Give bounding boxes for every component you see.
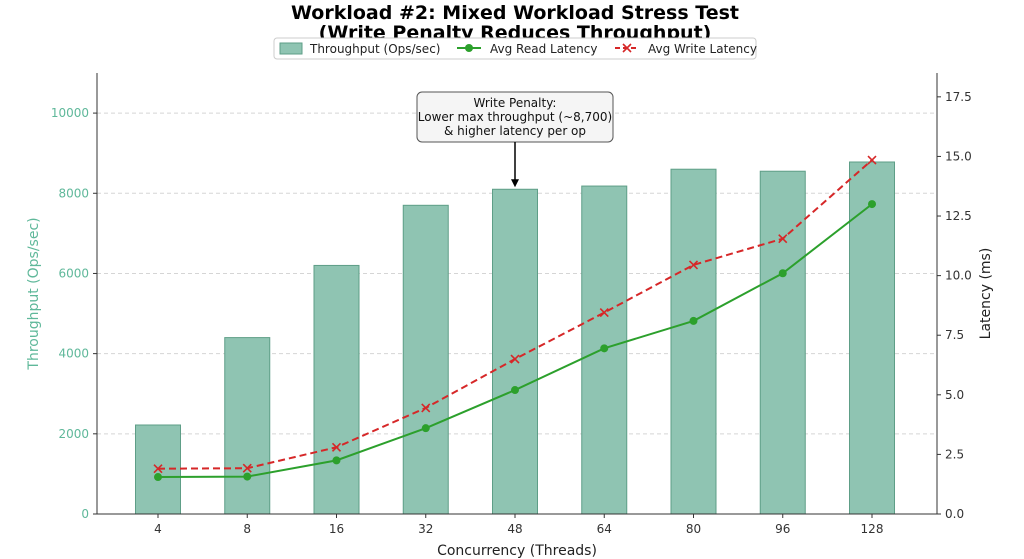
read-latency-point (511, 386, 519, 395)
right-tick-label: 17.5 (945, 90, 972, 104)
left-tick-label: 8000 (58, 186, 89, 200)
x-tick-label: 32 (418, 522, 433, 536)
read-latency-point (778, 269, 787, 278)
throughput-bar (313, 264, 360, 515)
write-latency-point (242, 463, 252, 473)
throughput-bar (759, 170, 806, 515)
throughput-bar (402, 204, 449, 515)
legend-swatch-throughput (279, 42, 303, 55)
right-tick-label: 7.5 (945, 328, 964, 342)
left-tick-label: 2000 (58, 427, 89, 441)
write-latency-point (599, 308, 609, 318)
x-tick-label: 128 (861, 522, 884, 536)
write-latency-point (867, 155, 877, 165)
read-latency-point (689, 316, 698, 325)
legend-marker-write (622, 43, 632, 53)
write-latency-point (421, 403, 431, 413)
x-tick-label: 64 (597, 522, 612, 536)
x-tick-label: 4 (154, 522, 162, 536)
annotation-text: & higher latency per op (444, 124, 586, 138)
left-tick-label: 0 (81, 507, 89, 521)
read-latency-point (421, 424, 430, 433)
right-tick-label: 10.0 (945, 269, 972, 283)
write-latency-point (331, 442, 342, 452)
x-tick-label: 8 (243, 522, 251, 536)
legend-label-read: Avg Read Latency (490, 42, 597, 56)
legend-marker-read (465, 44, 473, 52)
read-latency-point (332, 456, 341, 465)
annotation-arrow-head (511, 179, 519, 188)
x-tick-label: 80 (686, 522, 701, 536)
read-latency-point (154, 473, 162, 482)
write-latency-point (510, 354, 520, 364)
write-latency-point (153, 464, 163, 474)
left-tick-label: 10000 (51, 106, 89, 120)
annotation-text: Write Penalty: (474, 96, 557, 110)
x-tick-label: 16 (329, 522, 344, 536)
right-tick-label: 5.0 (945, 388, 964, 402)
write-latency-point (688, 260, 699, 270)
read-latency-point (868, 200, 876, 209)
left-axis-label: Throughput (Ops/sec) (26, 217, 42, 370)
throughput-bar (670, 168, 717, 515)
x-tick-label: 48 (507, 522, 522, 536)
right-tick-label: 2.5 (945, 447, 964, 461)
read-latency-point (600, 344, 609, 353)
right-tick-label: 15.0 (945, 149, 972, 163)
throughput-bar (849, 161, 895, 515)
legend-label-throughput: Throughput (Ops/sec) (309, 42, 440, 56)
annotation-text: Lower max throughput (~8,700) (418, 110, 612, 124)
chart-title-line-1: Workload #2: Mixed Workload Stress Test (291, 2, 739, 24)
read-latency-point (243, 472, 252, 481)
x-axis-label: Concurrency (Threads) (437, 543, 597, 559)
left-tick-label: 4000 (58, 347, 89, 361)
right-tick-label: 0.0 (945, 507, 964, 521)
left-tick-label: 6000 (58, 266, 89, 280)
legend-label-write: Avg Write Latency (648, 42, 757, 56)
legend-box (273, 37, 757, 60)
throughput-bar (224, 337, 271, 515)
right-axis-label: Latency (ms) (978, 248, 994, 340)
write-latency-point (778, 234, 788, 244)
x-tick-label: 96 (775, 522, 790, 536)
right-tick-label: 12.5 (945, 209, 972, 223)
